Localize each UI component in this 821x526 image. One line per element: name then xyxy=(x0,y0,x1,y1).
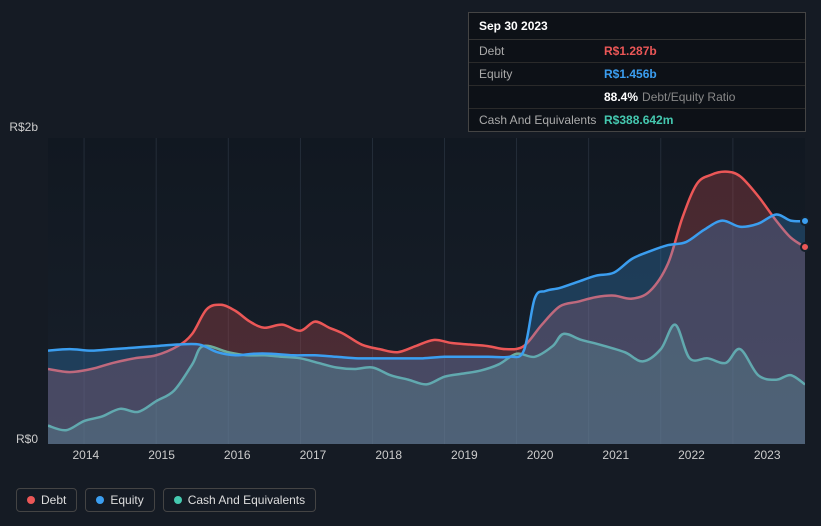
tooltip-row-value: R$1.456b xyxy=(604,67,657,81)
x-axis-label: 2016 xyxy=(199,448,275,464)
legend-dot-icon xyxy=(27,496,35,504)
series-marker xyxy=(800,242,810,252)
tooltip-row: EquityR$1.456b xyxy=(469,63,805,86)
x-axis-labels: 2014201520162017201820192020202120222023 xyxy=(48,448,805,464)
tooltip-row-value: R$388.642m xyxy=(604,113,673,127)
series-marker xyxy=(800,216,810,226)
tooltip-row: Cash And EquivalentsR$388.642m xyxy=(469,109,805,131)
x-axis-label: 2020 xyxy=(502,448,578,464)
tooltip-row: 88.4% Debt/Equity Ratio xyxy=(469,86,805,109)
y-axis-label-bottom: R$0 xyxy=(8,432,38,446)
chart-tooltip: Sep 30 2023 DebtR$1.287bEquityR$1.456b88… xyxy=(468,12,806,132)
tooltip-row-value: 88.4% xyxy=(604,90,638,104)
tooltip-row-value: R$1.287b xyxy=(604,44,657,58)
chart-svg xyxy=(48,138,805,444)
x-axis-label: 2023 xyxy=(729,448,805,464)
chart-legend: Debt Equity Cash And Equivalents xyxy=(16,488,316,512)
y-axis-label-top: R$2b xyxy=(8,120,38,134)
tooltip-row-label: Cash And Equivalents xyxy=(479,113,604,127)
legend-item[interactable]: Debt xyxy=(16,488,77,512)
legend-label: Cash And Equivalents xyxy=(188,493,305,507)
tooltip-row-suffix: Debt/Equity Ratio xyxy=(642,90,735,104)
legend-label: Debt xyxy=(41,493,66,507)
x-axis-label: 2022 xyxy=(654,448,730,464)
legend-dot-icon xyxy=(96,496,104,504)
tooltip-row: DebtR$1.287b xyxy=(469,40,805,63)
x-axis-label: 2015 xyxy=(124,448,200,464)
tooltip-row-label: Equity xyxy=(479,67,604,81)
chart-area: R$2b R$0 2014201520162017201820192020202… xyxy=(16,120,805,476)
tooltip-row-label: Debt xyxy=(479,44,604,58)
plot-area[interactable] xyxy=(48,138,805,444)
tooltip-row-label xyxy=(479,90,604,104)
x-axis-label: 2021 xyxy=(578,448,654,464)
legend-item[interactable]: Equity xyxy=(85,488,154,512)
legend-label: Equity xyxy=(110,493,143,507)
x-axis-label: 2019 xyxy=(427,448,503,464)
x-axis-label: 2014 xyxy=(48,448,124,464)
tooltip-date: Sep 30 2023 xyxy=(469,13,805,40)
tooltip-rows: DebtR$1.287bEquityR$1.456b88.4%Debt/Equi… xyxy=(469,40,805,131)
legend-dot-icon xyxy=(174,496,182,504)
x-axis-label: 2017 xyxy=(275,448,351,464)
legend-item[interactable]: Cash And Equivalents xyxy=(163,488,316,512)
x-axis-label: 2018 xyxy=(351,448,427,464)
